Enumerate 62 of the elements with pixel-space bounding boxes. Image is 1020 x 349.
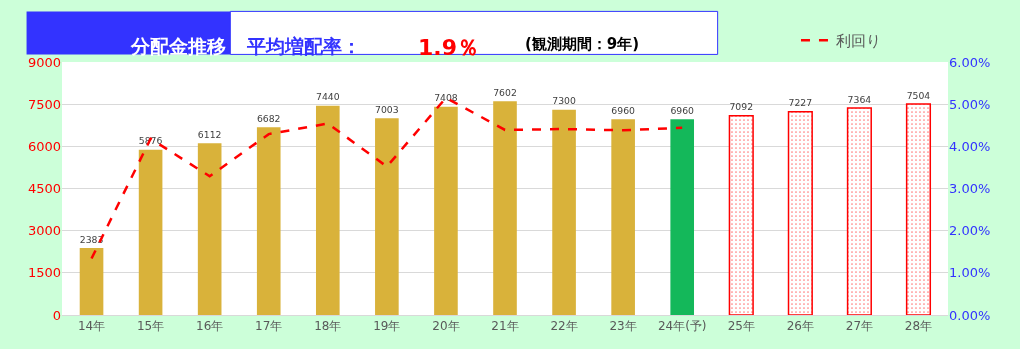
y-tick-label: 1500 bbox=[27, 265, 61, 281]
data-label: 7602 bbox=[493, 86, 517, 98]
text: 平均増配率： bbox=[246, 35, 361, 57]
bar bbox=[846, 107, 872, 315]
bar bbox=[493, 101, 517, 315]
x-tick-label: 14年 bbox=[77, 319, 106, 334]
x-tick-label: 16年 bbox=[196, 319, 224, 334]
bar bbox=[434, 106, 458, 315]
legend-label: 利回り bbox=[835, 32, 881, 51]
data-label: 6112 bbox=[197, 128, 222, 140]
y2-tick-label: 2.00% bbox=[949, 223, 991, 239]
text: 1.9％ bbox=[418, 35, 479, 60]
y-tick-label: 3000 bbox=[27, 223, 61, 239]
data-label: 7227 bbox=[788, 97, 813, 109]
x-tick-label: 25年 bbox=[727, 319, 755, 334]
x-tick-label: 24年(予) bbox=[657, 319, 707, 334]
text: (観測期間：9年) bbox=[525, 35, 640, 53]
data-label: 7504 bbox=[906, 89, 931, 101]
bar bbox=[256, 127, 281, 315]
bar bbox=[611, 119, 635, 315]
chart-title: 分配金推移 bbox=[130, 35, 226, 57]
bar bbox=[728, 114, 754, 315]
data-label: 7300 bbox=[552, 95, 576, 107]
x-tick-label: 27年 bbox=[845, 319, 874, 334]
data-label: 7003 bbox=[375, 103, 399, 115]
bar bbox=[670, 119, 695, 315]
x-tick-label: 28年 bbox=[904, 319, 933, 334]
y-tick-label: 6000 bbox=[27, 138, 61, 154]
x-tick-label: 26年 bbox=[786, 319, 814, 334]
y-tick-label: 4500 bbox=[27, 181, 61, 197]
data-label: 6960 bbox=[670, 104, 695, 116]
bar bbox=[315, 105, 340, 315]
data-label: 7092 bbox=[729, 101, 754, 113]
bar bbox=[79, 248, 104, 315]
data-label: 7364 bbox=[847, 93, 872, 105]
y2-tick-label: 4.00% bbox=[949, 138, 991, 154]
y2-tick-label: 3.00% bbox=[949, 181, 991, 197]
bar bbox=[905, 103, 932, 315]
x-tick-label: 20年 bbox=[432, 319, 460, 334]
bar bbox=[787, 111, 813, 315]
x-tick-label: 19年 bbox=[373, 319, 401, 334]
y-tick-label: 7500 bbox=[27, 96, 61, 112]
x-tick-label: 22年 bbox=[550, 319, 578, 334]
bar bbox=[552, 109, 576, 315]
y-tick-label: 0 bbox=[52, 307, 61, 323]
y2-tick-label: 0.00% bbox=[949, 307, 991, 323]
y2-tick-label: 6.00% bbox=[949, 54, 991, 70]
x-tick-label: 23年 bbox=[609, 319, 637, 334]
data-label: 7408 bbox=[434, 92, 458, 104]
bar bbox=[197, 143, 222, 315]
y2-tick-label: 5.00% bbox=[949, 96, 991, 112]
data-label: 7440 bbox=[316, 91, 340, 103]
bar bbox=[138, 149, 163, 315]
y2-tick-label: 1.00% bbox=[949, 265, 991, 281]
y-tick-label: 9000 bbox=[27, 54, 61, 70]
bar bbox=[375, 118, 399, 315]
x-tick-label: 18年 bbox=[314, 319, 342, 334]
x-tick-label: 15年 bbox=[136, 319, 165, 334]
x-tick-label: 17年 bbox=[255, 319, 283, 334]
data-label: 6960 bbox=[611, 104, 636, 116]
x-tick-label: 21年 bbox=[491, 319, 519, 334]
data-label: 6682 bbox=[256, 112, 281, 124]
